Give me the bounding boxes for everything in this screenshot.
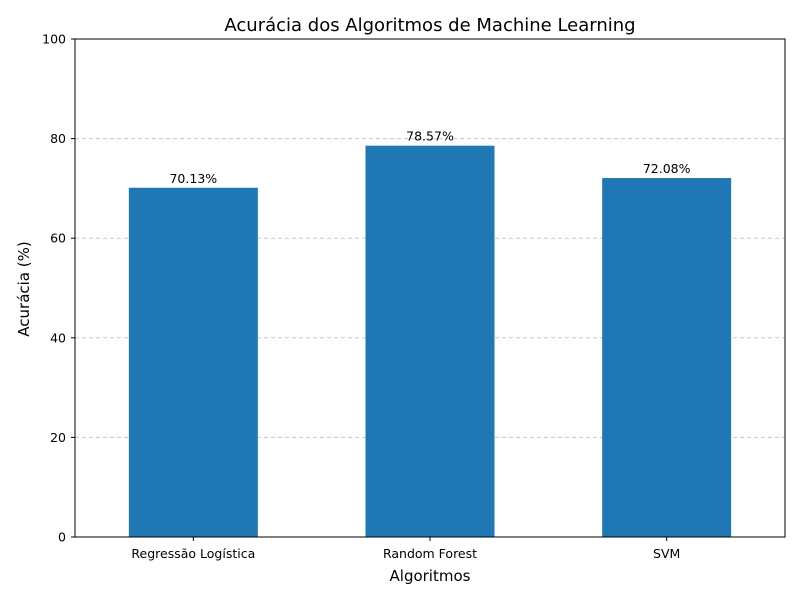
bar xyxy=(365,145,495,537)
x-tick-label: Regressão Logística xyxy=(131,546,255,561)
y-tick-label: 0 xyxy=(58,530,66,545)
x-tick-label: Random Forest xyxy=(383,546,477,561)
bar-value-label: 72.08% xyxy=(643,161,691,176)
bars xyxy=(128,145,732,537)
y-tick-label: 20 xyxy=(50,430,66,445)
x-axis-ticks: Regressão Logística Random Forest SVM xyxy=(131,537,680,561)
chart-title: Acurácia dos Algoritmos de Machine Learn… xyxy=(224,15,635,36)
data-labels: 70.13% 78.57% 72.08% xyxy=(169,129,690,186)
y-tick-label: 60 xyxy=(50,231,66,246)
y-tick-label: 80 xyxy=(50,131,66,146)
x-axis-label: Algoritmos xyxy=(390,567,471,585)
x-tick-label: SVM xyxy=(653,546,680,561)
bar xyxy=(602,178,732,537)
bar-value-label: 70.13% xyxy=(169,171,217,186)
bar-value-label: 78.57% xyxy=(406,129,454,144)
y-tick-label: 40 xyxy=(50,330,66,345)
y-axis-label: Acurácia (%) xyxy=(15,241,33,336)
bar xyxy=(128,187,258,537)
y-axis-ticks: 0 20 40 60 80 100 xyxy=(42,32,75,545)
y-tick-label: 100 xyxy=(42,32,66,47)
